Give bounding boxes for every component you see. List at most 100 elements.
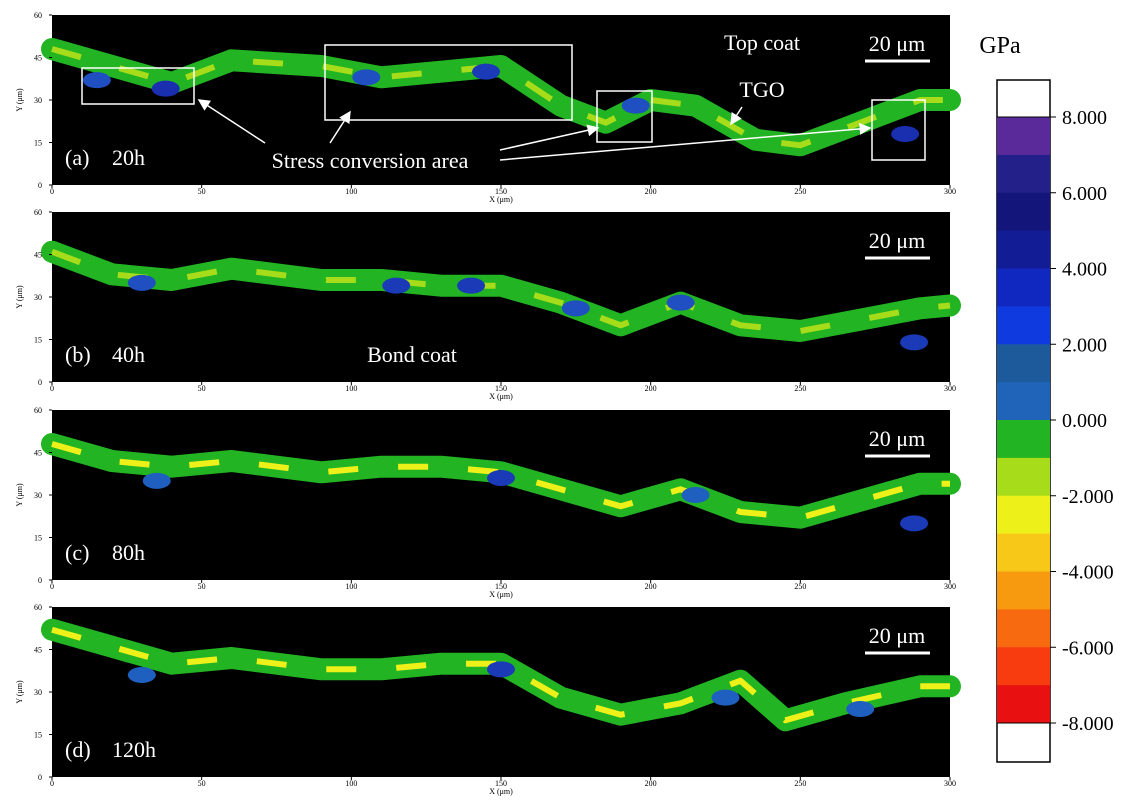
stress-region: [900, 334, 928, 350]
x-tick-label: 200: [645, 187, 657, 196]
y-tick-label: 30: [34, 688, 42, 697]
y-axis-label: Y (μm): [15, 680, 24, 704]
colorbar-band: [997, 572, 1050, 610]
x-tick-label: 250: [794, 582, 806, 591]
stress-region: [667, 295, 695, 311]
colorbar-band: [997, 231, 1050, 269]
y-tick-label: 30: [34, 293, 42, 302]
colorbar-band: [997, 685, 1050, 723]
y-tick-label: 60: [34, 11, 42, 20]
colorbar-band: [997, 155, 1050, 193]
x-tick-label: 100: [345, 384, 357, 393]
y-tick-label: 45: [34, 251, 42, 260]
x-tick-label: 100: [345, 779, 357, 788]
stress-region: [128, 275, 156, 291]
scale-bar-label: 20 μm: [869, 623, 925, 648]
stress-region: [143, 473, 171, 489]
x-axis-label: X (μm): [489, 590, 513, 599]
stress-region: [128, 667, 156, 683]
stress-region: [846, 701, 874, 717]
y-tick-label: 0: [38, 576, 42, 585]
y-tick-label: 45: [34, 449, 42, 458]
x-tick-label: 300: [944, 582, 956, 591]
stress-region: [83, 72, 111, 88]
scale-bar-label: 20 μm: [869, 426, 925, 451]
x-tick-label: 0: [50, 582, 54, 591]
colorbar-band: [997, 344, 1050, 382]
y-tick-label: 30: [34, 96, 42, 105]
panel-label: (c): [65, 540, 89, 565]
stress-region: [712, 690, 740, 706]
colorbar-band: [997, 609, 1050, 647]
annotation: TGO: [739, 77, 784, 102]
plot-area: [52, 607, 950, 777]
y-tick-label: 30: [34, 491, 42, 500]
colorbar-band: [997, 534, 1050, 572]
stress-region: [472, 64, 500, 80]
colorbar-unit: GPa: [979, 33, 1021, 59]
x-tick-label: 200: [645, 779, 657, 788]
y-tick-label: 15: [34, 731, 42, 740]
stress-region: [891, 126, 919, 142]
x-axis-label: X (μm): [489, 195, 513, 204]
colorbar-tick-label: -6.000: [1062, 637, 1114, 659]
figure: 050100150200250300X (μm)015304560Y (μm)(…: [0, 0, 1131, 803]
y-tick-label: 0: [38, 773, 42, 782]
y-tick-label: 60: [34, 406, 42, 415]
panel-label: (b): [65, 342, 91, 367]
panel-time: 20h: [112, 145, 145, 170]
x-tick-label: 300: [944, 384, 956, 393]
stress-region: [900, 515, 928, 531]
scale-bar-label: 20 μm: [869, 228, 925, 253]
y-tick-label: 45: [34, 646, 42, 655]
x-tick-label: 250: [794, 384, 806, 393]
colorbar-tick-label: -2.000: [1062, 486, 1114, 508]
panel-time: 80h: [112, 540, 145, 565]
colorbar-band: [997, 420, 1050, 458]
y-tick-label: 0: [38, 378, 42, 387]
y-axis-label: Y (μm): [15, 483, 24, 507]
y-tick-label: 60: [34, 208, 42, 217]
x-tick-label: 50: [198, 187, 206, 196]
x-tick-label: 0: [50, 779, 54, 788]
stress-region: [457, 278, 485, 294]
x-tick-label: 200: [645, 384, 657, 393]
colorbar-band: [997, 117, 1050, 155]
panel-time: 120h: [112, 737, 156, 762]
stress-region: [682, 487, 710, 503]
x-axis-label: X (μm): [489, 787, 513, 796]
stress-region: [487, 470, 515, 486]
y-tick-label: 60: [34, 603, 42, 612]
x-tick-label: 300: [944, 187, 956, 196]
x-tick-label: 100: [345, 187, 357, 196]
colorbar-tick-label: -4.000: [1062, 562, 1114, 584]
colorbar-band: [997, 647, 1050, 685]
colorbar-tick-label: 8.000: [1062, 107, 1107, 129]
x-tick-label: 50: [198, 779, 206, 788]
colorbar-band: [997, 496, 1050, 534]
x-axis-label: X (μm): [489, 392, 513, 401]
y-tick-label: 15: [34, 336, 42, 345]
stress-region: [562, 300, 590, 316]
stress-region: [622, 98, 650, 114]
x-tick-label: 0: [50, 384, 54, 393]
colorbar-band: [997, 306, 1050, 344]
stress-region: [487, 661, 515, 677]
annotation: Stress conversion area: [272, 148, 469, 173]
colorbar-band: [997, 382, 1050, 420]
stress-region: [152, 81, 180, 97]
stress-region: [382, 278, 410, 294]
colorbar-tick-label: 0.000: [1062, 410, 1107, 432]
colorbar-band: [997, 458, 1050, 496]
panel-time: 40h: [112, 342, 145, 367]
scale-bar-label: 20 μm: [869, 31, 925, 56]
colorbar-band: [997, 193, 1050, 231]
x-tick-label: 100: [345, 582, 357, 591]
annotation: Top coat: [724, 30, 800, 55]
y-tick-label: 45: [34, 54, 42, 63]
y-tick-label: 15: [34, 139, 42, 148]
panel-label: (a): [65, 145, 89, 170]
x-tick-label: 250: [794, 187, 806, 196]
